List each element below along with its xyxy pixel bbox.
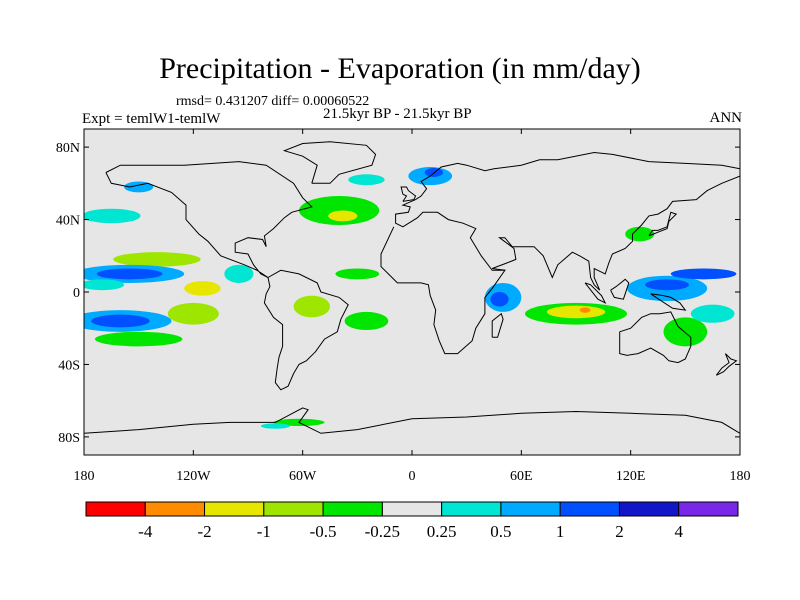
field-southern-ocean-cyan	[260, 423, 290, 429]
season-label: ANN	[709, 110, 743, 126]
x-tick-label: 120W	[176, 469, 211, 484]
y-tick-label: 80N	[56, 141, 80, 156]
colorbar-swatch	[678, 501, 739, 517]
field-atlantic-tropical-green	[335, 268, 380, 280]
colorbar-label: -1	[257, 522, 271, 541]
colorbar-label: -0.25	[365, 522, 400, 541]
field-central-america-wet	[224, 264, 254, 283]
coastline-asia-east	[492, 175, 740, 291]
coastline-madagascar	[491, 312, 504, 338]
y-tick-label: 80S	[58, 431, 80, 446]
colorbar-swatch	[441, 501, 502, 517]
coastline-british-isles	[400, 186, 417, 202]
field-layer	[84, 167, 737, 429]
x-tick-label: 120E	[616, 469, 646, 484]
field-equatorial-pacific-wet	[84, 279, 125, 291]
colorbar-swatch	[381, 501, 443, 517]
experiment-label: Expt = temlW1-temlW	[82, 111, 221, 127]
field-west-pacific-band	[670, 268, 737, 280]
field-north-atlantic-yellow	[328, 210, 358, 222]
colorbar-swatch	[263, 501, 324, 517]
colorbar-label: -0.5	[310, 522, 337, 541]
colorbar-swatch	[85, 501, 146, 517]
field-maritime-continent-core	[645, 279, 689, 291]
field-south-america-dry	[293, 295, 330, 318]
field-alaska-wet	[124, 181, 154, 193]
colorbar-label: -4	[138, 522, 153, 541]
field-south-atlantic-green	[344, 311, 389, 331]
field-australia-east-wet	[690, 304, 735, 323]
field-north-pacific-mid-lat	[84, 208, 141, 224]
coastline-new-zealand	[715, 353, 738, 376]
coastline-eurasia-africa	[380, 151, 740, 355]
field-north-pacific-dry	[113, 252, 201, 267]
coastline-layer	[84, 141, 740, 434]
stats-label: rmsd= 0.431207 diff= 0.00060522	[176, 94, 370, 109]
y-tick-label: 40N	[56, 214, 80, 229]
colorbar-label: -2	[197, 522, 211, 541]
x-tick-label: 60E	[510, 469, 533, 484]
colorbar-swatch	[618, 501, 680, 517]
field-southeast-pacific-dry	[167, 302, 219, 325]
colorbar-swatch	[500, 501, 561, 517]
coastline-new-guinea	[650, 293, 687, 311]
coastline-north-america	[105, 161, 313, 278]
coastline-japan	[648, 211, 678, 237]
colorbar-swatch	[144, 501, 206, 517]
coastline-australia	[619, 311, 692, 364]
coastline-sumatra	[584, 282, 607, 305]
y-tick-label: 40S	[58, 358, 80, 373]
colorbar-label: 1	[556, 522, 565, 541]
x-tick-label: 180	[74, 469, 95, 484]
coastline-greenland	[282, 141, 377, 184]
period-label: 21.5kyr BP - 21.5kyr BP	[323, 106, 472, 122]
field-north-pacific-band-core	[96, 268, 163, 280]
colorbar: -4 -2 -1 -0.5 -0.25 0.25 0.5 1 2 4	[85, 501, 739, 541]
field-eastern-pacific-yellow	[184, 281, 221, 296]
coastline-antarctica	[84, 407, 740, 434]
colorbar-label: 4	[674, 522, 683, 541]
colorbar-label: 0.5	[490, 522, 511, 541]
field-indian-ocean-yellow	[546, 305, 606, 319]
colorbar-swatch	[559, 501, 620, 517]
colorbar-swatch	[322, 501, 383, 517]
x-tick-label: 0	[409, 469, 416, 484]
colorbar-swatch	[204, 501, 265, 517]
colorbar-label: 0.25	[427, 522, 457, 541]
field-south-west-pacific-green	[663, 317, 708, 347]
field-indian-ocean-orange	[579, 307, 591, 313]
field-north-atlantic-green	[299, 196, 380, 225]
chart-title: Precipitation - Evaporation (in mm/day)	[159, 52, 641, 85]
field-indian-ocean-west-core	[490, 292, 509, 307]
x-tick-label: 180	[730, 469, 751, 484]
coastline-south-america	[263, 269, 349, 391]
field-south-pacific-core	[91, 314, 150, 328]
colorbar-label: 2	[615, 522, 624, 541]
field-greenland-band	[348, 174, 385, 186]
y-tick-label: 0	[73, 286, 80, 301]
coastline-borneo	[610, 278, 630, 300]
axis-layer: 180 120W 60W 0 60E 120E 180 80N 40N 0 40S 80S	[56, 129, 751, 484]
x-tick-label: 60W	[289, 469, 317, 484]
field-south-pacific-green	[94, 331, 183, 347]
